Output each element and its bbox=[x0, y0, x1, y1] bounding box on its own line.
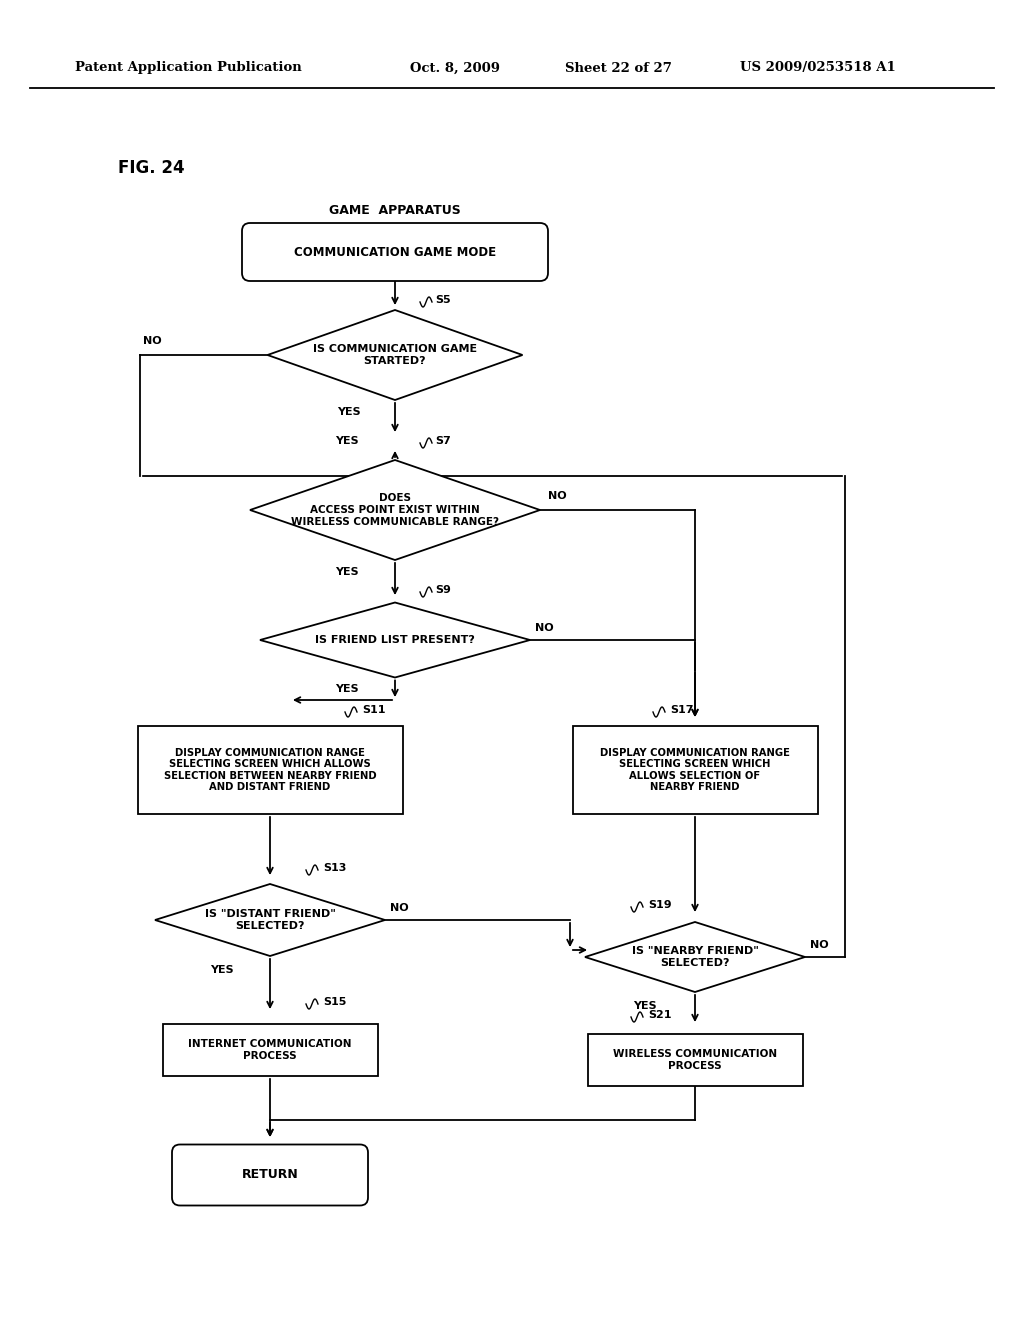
Bar bbox=[572, 726, 817, 814]
Bar bbox=[588, 1034, 803, 1086]
Text: IS FRIEND LIST PRESENT?: IS FRIEND LIST PRESENT? bbox=[315, 635, 475, 645]
Text: IS COMMUNICATION GAME
STARTED?: IS COMMUNICATION GAME STARTED? bbox=[313, 345, 477, 366]
Text: S17: S17 bbox=[670, 705, 693, 715]
Text: S11: S11 bbox=[362, 705, 385, 715]
Text: Oct. 8, 2009: Oct. 8, 2009 bbox=[410, 62, 500, 74]
Text: COMMUNICATION GAME MODE: COMMUNICATION GAME MODE bbox=[294, 246, 496, 259]
Text: GAME  APPARATUS: GAME APPARATUS bbox=[329, 203, 461, 216]
Bar bbox=[137, 726, 402, 814]
Text: DISPLAY COMMUNICATION RANGE
SELECTING SCREEN WHICH
ALLOWS SELECTION OF
NEARBY FR: DISPLAY COMMUNICATION RANGE SELECTING SC… bbox=[600, 747, 790, 792]
Text: DOES
ACCESS POINT EXIST WITHIN
WIRELESS COMMUNICABLE RANGE?: DOES ACCESS POINT EXIST WITHIN WIRELESS … bbox=[291, 494, 499, 527]
Text: S5: S5 bbox=[435, 294, 451, 305]
Polygon shape bbox=[267, 310, 522, 400]
Text: S9: S9 bbox=[435, 585, 451, 595]
Text: WIRELESS COMMUNICATION
PROCESS: WIRELESS COMMUNICATION PROCESS bbox=[613, 1049, 777, 1071]
FancyBboxPatch shape bbox=[242, 223, 548, 281]
Polygon shape bbox=[250, 459, 540, 560]
Text: YES: YES bbox=[633, 1001, 656, 1011]
Text: FIG. 24: FIG. 24 bbox=[118, 158, 184, 177]
Text: US 2009/0253518 A1: US 2009/0253518 A1 bbox=[740, 62, 896, 74]
Polygon shape bbox=[585, 921, 805, 993]
Text: S7: S7 bbox=[435, 436, 451, 446]
Text: S19: S19 bbox=[648, 900, 672, 909]
Bar bbox=[163, 1024, 378, 1076]
Text: NO: NO bbox=[810, 940, 828, 950]
Text: RETURN: RETURN bbox=[242, 1168, 298, 1181]
Text: NO: NO bbox=[143, 337, 162, 346]
Text: NO: NO bbox=[535, 623, 554, 634]
Text: IS "NEARBY FRIEND"
SELECTED?: IS "NEARBY FRIEND" SELECTED? bbox=[632, 946, 759, 968]
Text: IS "DISTANT FRIEND"
SELECTED?: IS "DISTANT FRIEND" SELECTED? bbox=[205, 909, 336, 931]
Text: Sheet 22 of 27: Sheet 22 of 27 bbox=[565, 62, 672, 74]
Polygon shape bbox=[155, 884, 385, 956]
Text: INTERNET COMMUNICATION
PROCESS: INTERNET COMMUNICATION PROCESS bbox=[188, 1039, 352, 1061]
Text: S21: S21 bbox=[648, 1010, 672, 1020]
Text: Patent Application Publication: Patent Application Publication bbox=[75, 62, 302, 74]
Text: YES: YES bbox=[335, 685, 358, 694]
Text: S15: S15 bbox=[323, 997, 346, 1007]
FancyBboxPatch shape bbox=[172, 1144, 368, 1205]
Text: YES: YES bbox=[335, 568, 358, 577]
Polygon shape bbox=[260, 602, 530, 677]
Text: NO: NO bbox=[390, 903, 409, 913]
Text: YES: YES bbox=[210, 965, 233, 975]
Text: NO: NO bbox=[548, 491, 566, 502]
Text: DISPLAY COMMUNICATION RANGE
SELECTING SCREEN WHICH ALLOWS
SELECTION BETWEEN NEAR: DISPLAY COMMUNICATION RANGE SELECTING SC… bbox=[164, 747, 376, 792]
Text: YES: YES bbox=[337, 407, 360, 417]
Text: YES: YES bbox=[335, 436, 358, 446]
Text: S13: S13 bbox=[323, 863, 346, 873]
